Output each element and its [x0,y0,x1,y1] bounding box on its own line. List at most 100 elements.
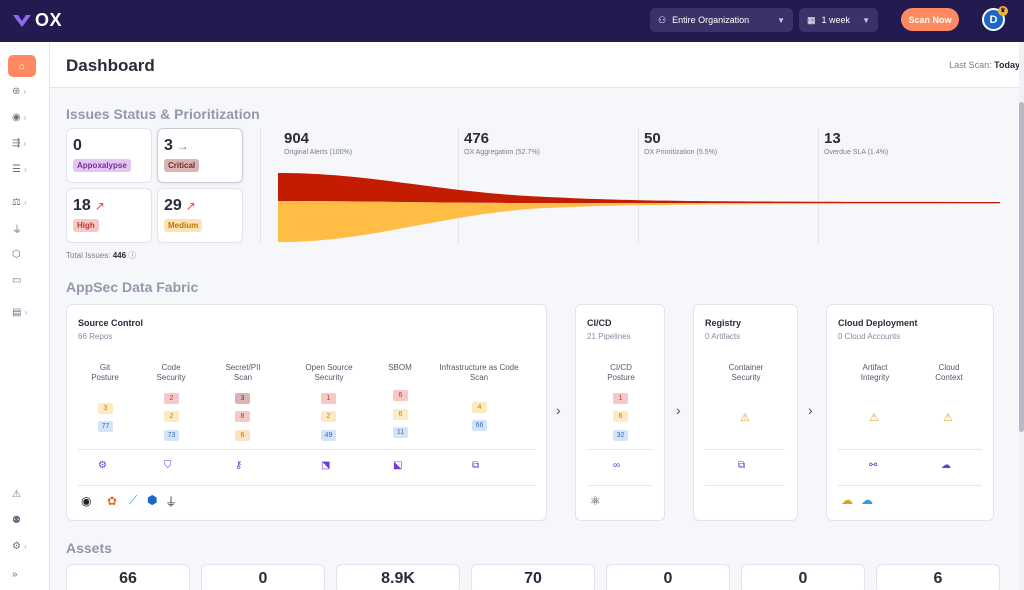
count-pill[interactable]: 32 [613,430,628,441]
asset-card[interactable]: 66 [66,564,190,590]
bitbucket-icon[interactable]: ✿ [107,494,118,508]
asset-card[interactable]: 8.9K [336,564,460,590]
chevron-right-icon: › [808,402,813,418]
sidebar-item-reports[interactable]: ▤ › [8,302,40,322]
count-pill[interactable]: 6 [613,411,628,422]
time-range-select[interactable]: ▦ 1 week ▼ [799,8,878,32]
count-pill[interactable]: 11 [393,427,408,438]
container-security-icon[interactable]: ⧉ [738,460,746,471]
issue-card-high[interactable]: 18 ↗ High [66,188,152,243]
registry-card[interactable]: Registry 0 Artifacts Container Security … [693,304,798,521]
count-pill[interactable]: 6 [393,409,408,420]
issue-count-value: 3 [164,137,173,154]
warning-icon[interactable]: ⚠ [869,412,879,424]
git-posture-icon[interactable]: ⚙ [98,460,107,471]
count-pill[interactable]: 3 [98,403,113,414]
gitlab-icon[interactable]: ⬢ [147,493,158,507]
sidebar-item-audit[interactable]: ⚠ [8,484,40,504]
code-security-icon[interactable]: ⛉ [164,460,172,471]
count-pill[interactable]: 49 [321,430,336,441]
cicd-card[interactable]: CI/CD 21 Pipelines CI/CD Posture 1 6 32 … [575,304,665,521]
total-issues-value: 446 [112,251,127,260]
sbom-icon[interactable]: ⬕ [393,460,403,471]
iac-icon[interactable]: ⧉ [472,460,480,471]
sidebar-expand-button[interactable]: » [8,564,40,584]
count-pill[interactable]: 1 [613,393,628,404]
warning-icon[interactable]: ⚠ [740,412,750,424]
issue-count-value: 29 [164,197,182,214]
count-pill[interactable]: 66 [472,420,487,431]
category-artifact-integrity: Artifact Integrity [849,363,901,383]
scrollbar[interactable] [1019,42,1024,590]
pipeline-icon: ⇶ [12,137,21,149]
asset-card[interactable]: 0 [741,564,865,590]
pipeline-integration-icon[interactable]: ⚛ [590,494,601,508]
aws-icon[interactable]: ☁ [841,493,853,507]
open-source-icon[interactable]: ⬔ [321,460,331,471]
card-subtitle: 66 Repos [78,332,113,341]
sidebar-item-connectors[interactable]: ⏚ [8,218,40,238]
count-pill[interactable]: 1 [321,393,336,404]
count-pill[interactable]: 4 [472,402,487,413]
organization-select[interactable]: ⚇ Entire Organization ▼ [650,8,793,32]
avatar-initial: D [989,13,998,26]
count-pill[interactable]: 2 [164,393,179,404]
issue-card-appoxalypse[interactable]: 0 Appoxalypse [66,128,152,183]
chevron-right-icon: › [23,112,27,122]
sidebar-item-issues[interactable]: ◉ › [8,107,40,127]
cloud-context-icon[interactable]: ☁ [941,460,951,471]
divider [78,449,536,450]
scan-now-button[interactable]: Scan Now [901,8,959,31]
azure-repos-icon[interactable]: ⟋ [129,493,138,507]
cicd-posture-icon[interactable]: ∞ [613,460,621,471]
category-label: Container Security [728,363,764,382]
sidebar-item-graph[interactable]: ⊛ › [8,81,40,101]
issue-card-critical[interactable]: 3 → Critical [157,128,243,183]
sidebar-item-settings[interactable]: ⚙ › [8,536,40,556]
main-content: Dashboard Last Scan: Today Issues Status… [50,42,1020,590]
count-pill[interactable]: 8 [235,411,250,422]
sidebar-item-list[interactable]: ☰ › [8,159,40,179]
sidebar-item-home[interactable]: ⌂ [8,55,36,77]
funnel-ox-prioritization[interactable]: 50 OX Prioritization (5.5%) [644,130,717,156]
count-pill[interactable]: 2 [321,411,336,422]
sidebar-item-users[interactable]: ⚉ [8,510,40,530]
warning-icon[interactable]: ⚠ [943,412,953,424]
sidebar-item-sbom[interactable]: ⬡ [8,244,40,264]
severity-badge-medium: Medium [164,219,203,232]
report-icon: ▤ [12,306,22,318]
plugin-icon[interactable]: ⏚ [165,495,178,509]
ox-logo[interactable]: OX [12,10,62,31]
secret-scan-icon[interactable]: ⚷ [235,460,243,471]
count-pill[interactable]: 6 [393,390,408,401]
funnel-ox-aggregation[interactable]: 476 OX Aggregation (52.7%) [464,130,540,156]
count-pill[interactable]: 2 [164,411,179,422]
sidebar-item-folders[interactable]: ▭ [8,270,40,290]
asset-card[interactable]: 70 [471,564,595,590]
sidebar-item-pipelines[interactable]: ⇶ › [8,133,40,153]
scrollbar-thumb[interactable] [1019,102,1024,432]
funnel-label: OX Aggregation (52.7%) [464,149,540,156]
category-label: Cloud Context [935,363,963,382]
asset-card[interactable]: 6 [876,564,1000,590]
user-avatar[interactable]: D ♛ [982,6,1008,31]
asset-card[interactable]: 0 [201,564,325,590]
artifact-integrity-icon[interactable]: ⚯ [869,460,878,471]
gcp-icon[interactable]: ☁ [861,493,873,507]
funnel-original-alerts[interactable]: 904 Original Alerts (100%) [284,130,352,156]
issue-count: 3 → [164,137,189,155]
issue-card-medium[interactable]: 29 ↗ Medium [157,188,243,243]
chevron-right-icon: › [23,541,27,551]
trend-up-icon: ↗ [94,199,105,213]
count-pill[interactable]: 3 [235,393,250,404]
sidebar-item-policies[interactable]: ⚖ › [8,192,40,212]
source-control-card[interactable]: Source Control 66 Repos Git Posture Code… [66,304,547,521]
funnel-overdue-sla[interactable]: 13 Overdue SLA (1.4%) [824,130,888,156]
count-pill[interactable]: 77 [98,421,113,432]
cloud-deployment-card[interactable]: Cloud Deployment 0 Cloud Accounts Artifa… [826,304,994,521]
count-pill[interactable]: 6 [235,430,250,441]
chevron-down-icon: ▼ [777,15,785,25]
github-icon[interactable]: ◉ [81,494,92,508]
count-pill[interactable]: 73 [164,430,179,441]
asset-card[interactable]: 0 [606,564,730,590]
